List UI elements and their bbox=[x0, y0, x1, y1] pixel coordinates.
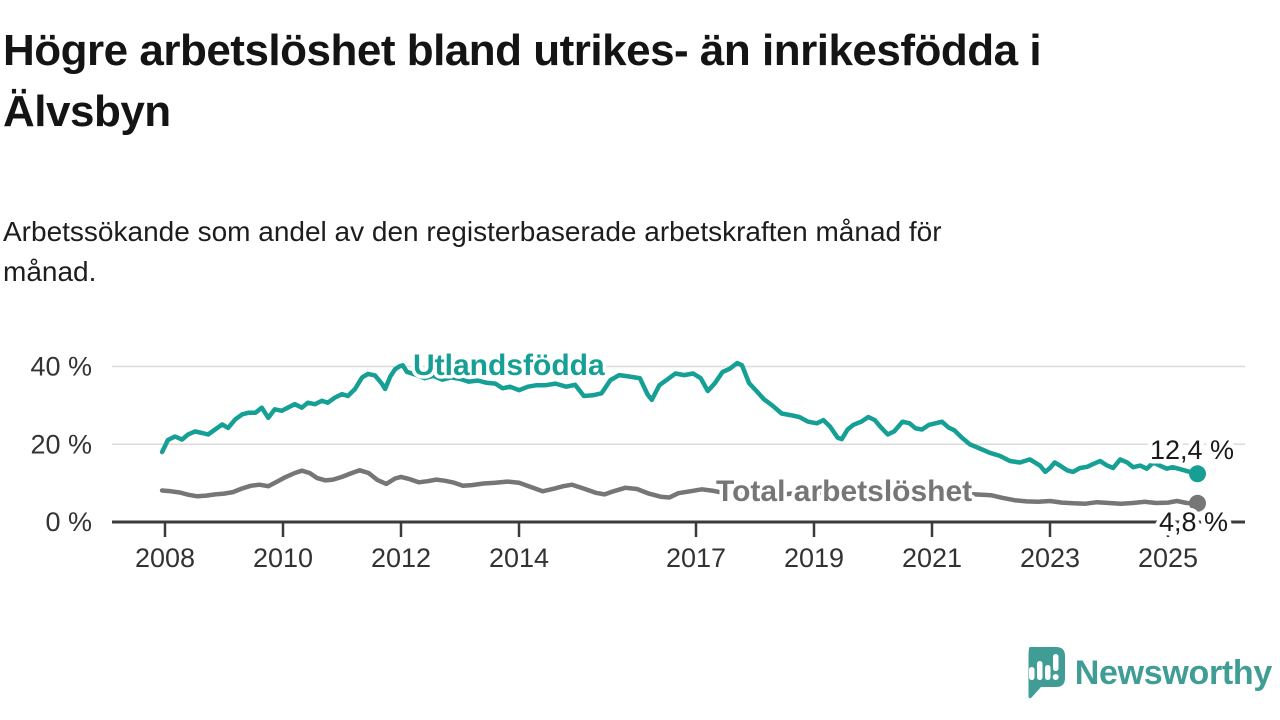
chart-subtitle-line-2: månad. bbox=[3, 256, 97, 288]
series-end-value-utlandsfodda: 12,4 % bbox=[1150, 435, 1234, 465]
series-label-total-arbetsloshet: Total arbetslöshet bbox=[716, 475, 972, 508]
x-tick-label-2021: 2021 bbox=[902, 543, 962, 573]
y-tick-label-0: 0 % bbox=[45, 507, 92, 537]
x-tick-label-2017: 2017 bbox=[666, 543, 726, 573]
x-tick-label-2008: 2008 bbox=[135, 543, 195, 573]
page-title-line-2: Älvsbyn bbox=[3, 86, 171, 136]
x-tick-label-2019: 2019 bbox=[784, 543, 844, 573]
page-title-line-1: Högre arbetslöshet bland utrikes- än inr… bbox=[3, 26, 1042, 75]
series-end-dot-total-arbetsloshet bbox=[1189, 494, 1206, 512]
x-tick-label-2010: 2010 bbox=[253, 543, 313, 573]
logo-bar-2 bbox=[1036, 661, 1043, 680]
series-end-value-total-arbetsloshet: 4,8 % bbox=[1159, 507, 1228, 537]
gridlines: 0 % 20 % 40 % bbox=[30, 352, 1245, 537]
newsworthy-speech-bubble-chart-icon bbox=[1028, 647, 1065, 699]
logo-exclamation-bar bbox=[1052, 654, 1059, 671]
page-title: Högre arbetslöshet bland utrikes- än inr… bbox=[3, 21, 1183, 142]
y-tick-label-40: 40 % bbox=[30, 352, 92, 382]
y-tick-label-20: 20 % bbox=[30, 429, 92, 459]
chart-subtitle: Arbetssökande som andel av den registerb… bbox=[3, 212, 1203, 292]
x-axis: 2008 2010 2012 2014 2017 2019 2021 2023 2025 bbox=[135, 522, 1198, 573]
series-line-utlandsfodda bbox=[159, 360, 1200, 477]
logo-exclamation-dot bbox=[1052, 674, 1059, 680]
x-tick-label-2023: 2023 bbox=[1020, 543, 1080, 573]
series-label-utlandsfodda: Utlandsfödda bbox=[413, 349, 605, 382]
series-line-total-arbetsloshet bbox=[159, 468, 1200, 506]
chart-subtitle-line-1: Arbetssökande som andel av den registerb… bbox=[3, 216, 942, 247]
logo-wordmark: Newsworthy bbox=[1074, 653, 1273, 692]
x-tick-label-2014: 2014 bbox=[489, 543, 549, 573]
x-tick-label-2025: 2025 bbox=[1138, 543, 1198, 573]
series-labels: Utlandsfödda 12,4 % Total arbetslöshet 4,8 … bbox=[410, 346, 1239, 542]
newsworthy-logo: Newsworthy bbox=[1020, 646, 1272, 700]
series-end-dot-utlandsfodda bbox=[1189, 465, 1206, 483]
x-tick-label-2012: 2012 bbox=[371, 543, 431, 573]
logo-bar-1 bbox=[1028, 667, 1035, 680]
series-lines bbox=[159, 360, 1200, 506]
logo-bar-3 bbox=[1044, 665, 1051, 680]
